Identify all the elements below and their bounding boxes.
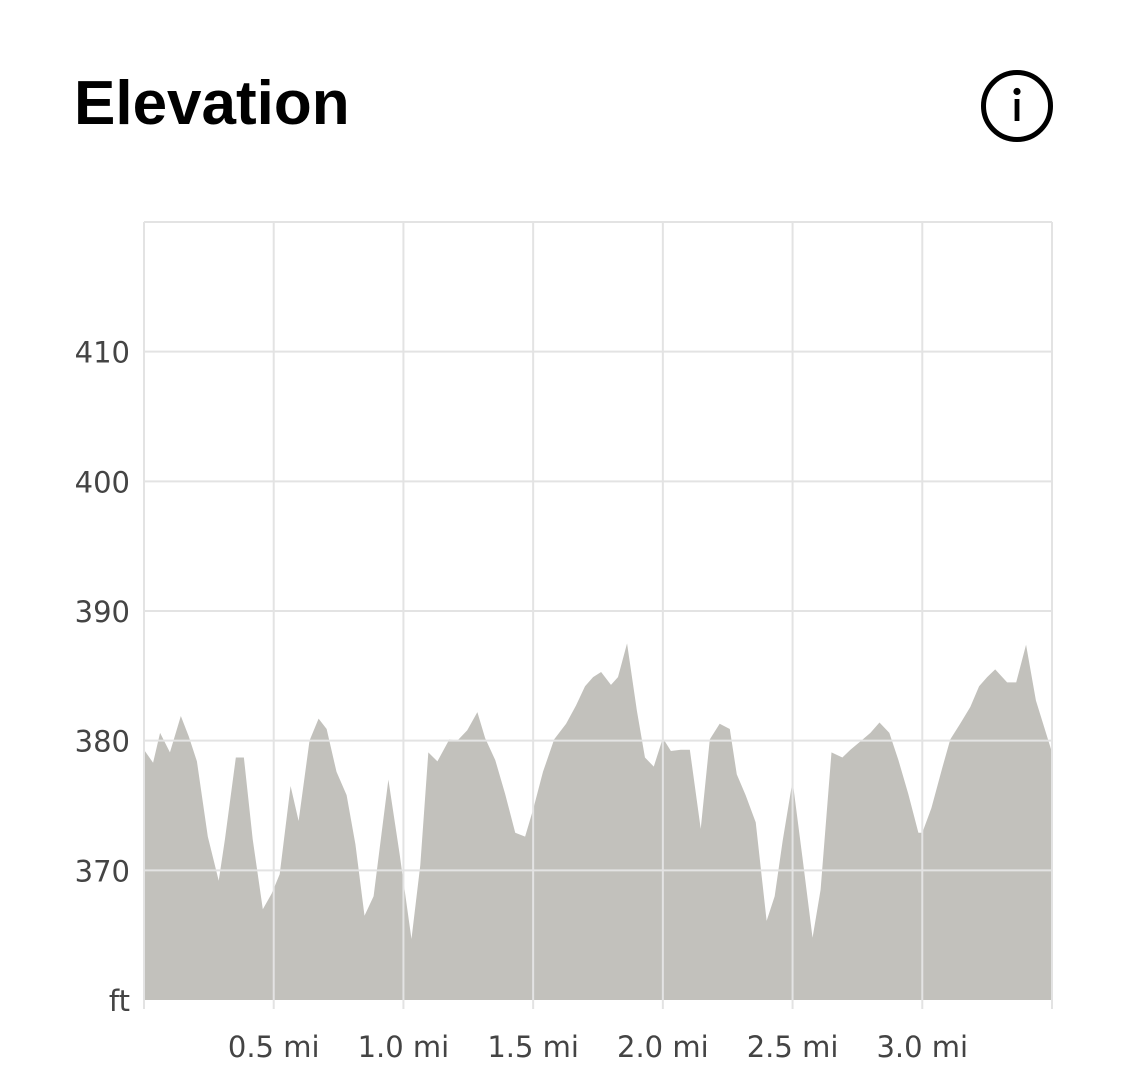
y-tick-label: ft xyxy=(109,984,130,1018)
x-tick-label: 1.5 mi xyxy=(487,1030,579,1064)
y-tick-label: 370 xyxy=(75,854,130,888)
elevation-chart-container: ft 370 380 390 400 410 0.5 mi 1.0 mi 1.5 mi 2.0 m… xyxy=(0,180,1125,1072)
y-tick-label: 410 xyxy=(75,336,130,370)
y-tick-label: 390 xyxy=(75,595,130,629)
info-icon xyxy=(1013,87,1021,121)
elevation-area xyxy=(144,643,1052,1000)
x-tick-label: 0.5 mi xyxy=(228,1030,320,1064)
chart-title: Elevation xyxy=(74,69,350,138)
x-tick-label: 1.0 mi xyxy=(358,1030,450,1064)
y-tick-label: 380 xyxy=(75,725,130,759)
x-tick-label: 3.0 mi xyxy=(876,1030,968,1064)
y-tick-label: 400 xyxy=(75,465,130,499)
x-tick-label: 2.5 mi xyxy=(747,1030,839,1064)
info-button[interactable] xyxy=(981,70,1053,142)
chart-header: Elevation xyxy=(0,0,1125,180)
x-tick-label: 2.0 mi xyxy=(617,1030,709,1064)
elevation-chart: ft 370 380 390 400 410 0.5 mi 1.0 mi 1.5 mi 2.0 m… xyxy=(75,221,1053,1064)
